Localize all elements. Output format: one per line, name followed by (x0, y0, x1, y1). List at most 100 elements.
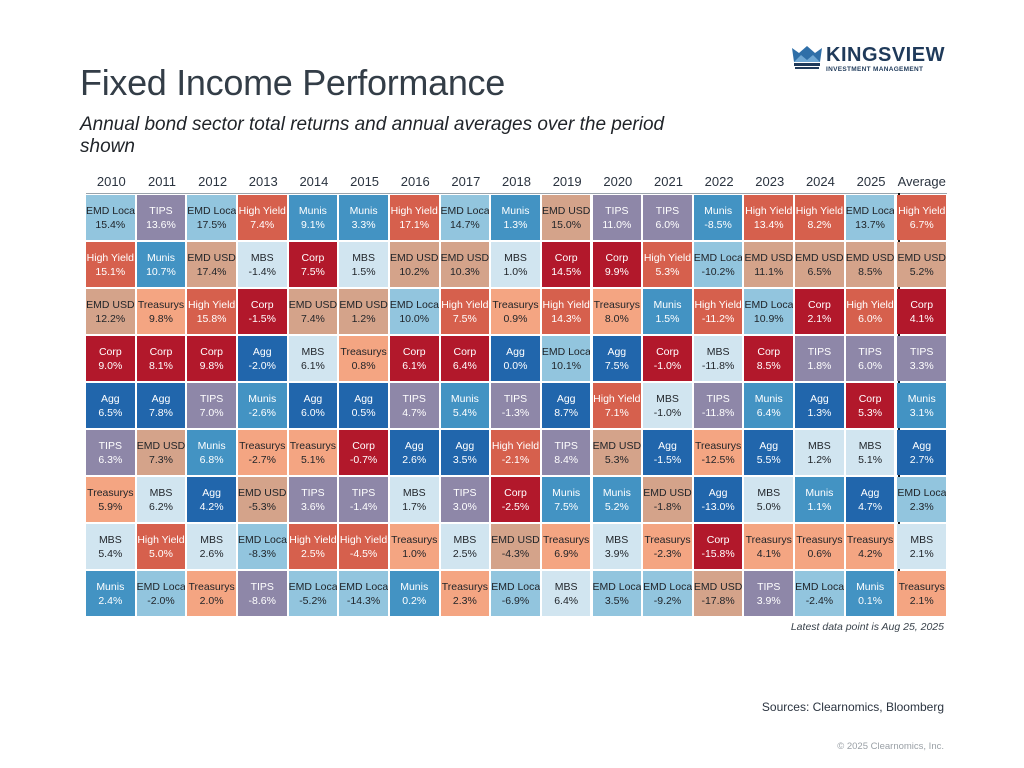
return-value: 8.7% (554, 407, 579, 419)
sector-label: High Yield (491, 440, 540, 452)
sector-label: Treasurys (644, 534, 691, 546)
sector-label: EMD Local (693, 252, 743, 264)
column-header-2018: 2018 (502, 174, 531, 189)
return-value: 7.5% (452, 313, 477, 325)
return-cell: Treasurys -2.3% (643, 524, 692, 569)
sector-label: MBS (504, 252, 527, 264)
return-value: 9.0% (98, 360, 123, 372)
return-value: 6.0% (858, 360, 883, 372)
return-cell: EMD USD 10.3% (440, 242, 490, 287)
sector-label: EMD Local (491, 581, 540, 593)
return-cell: TIPS 4.7% (389, 383, 439, 428)
return-value: 6.8% (199, 454, 224, 466)
return-cell: Corp -1.0% (643, 336, 692, 381)
return-value: 3.6% (300, 501, 325, 513)
sector-label: Corp (656, 346, 679, 358)
sector-label: Munis (704, 205, 733, 217)
return-cell: EMD USD 10.2% (389, 242, 439, 287)
return-cell: Corp 5.3% (845, 383, 895, 428)
return-value: 5.0% (756, 501, 781, 513)
page-title: Fixed Income Performance (80, 62, 505, 103)
column-header-2014: 2014 (299, 174, 329, 189)
return-value: -13.0% (701, 501, 735, 513)
return-cell: EMD Local -14.3% (339, 571, 388, 616)
sector-label: TIPS (807, 346, 832, 358)
return-cell: MBS 5.0% (744, 477, 794, 522)
header-rule (86, 193, 947, 194)
sector-label: Treasurys (137, 299, 185, 311)
return-value: 6.1% (402, 360, 427, 372)
column-header-2025: 2025 (856, 174, 886, 189)
sector-label: Corp (706, 534, 730, 546)
return-cell: MBS 5.4% (86, 524, 135, 569)
return-cell: MBS 2.6% (187, 524, 236, 569)
return-cell: Munis 6.8% (187, 430, 236, 475)
return-value: -1.8% (653, 501, 682, 513)
sector-label: MBS (910, 534, 934, 546)
return-value: 5.3% (604, 454, 629, 466)
sector-label: High Yield (187, 299, 236, 311)
return-value: -1.3% (501, 407, 530, 419)
return-cell: Treasurys 5.1% (288, 430, 338, 475)
return-cell: EMD USD 7.3% (136, 430, 186, 475)
return-cell: EMD USD 8.5% (845, 242, 895, 287)
return-cell: TIPS 7.0% (187, 383, 236, 428)
return-value: -8.3% (248, 548, 276, 560)
sector-label: MBS (706, 346, 730, 358)
return-value: 9.9% (604, 266, 629, 278)
sector-label: Munis (248, 393, 277, 405)
return-cell: High Yield 15.1% (86, 242, 135, 287)
sector-label: Munis (400, 581, 429, 593)
return-cell: High Yield 8.2% (795, 195, 844, 240)
return-cell: Munis 9.1% (288, 195, 338, 240)
return-value: 0.1% (858, 595, 883, 607)
sector-label: TIPS (402, 393, 426, 405)
column-header-2016: 2016 (400, 174, 430, 189)
sector-label: Agg (354, 393, 373, 405)
sector-label: Corp (858, 393, 882, 405)
sector-label: MBS (149, 487, 173, 499)
return-value: 7.1% (604, 407, 629, 419)
return-cell: EMD Local 10.0% (389, 289, 439, 334)
return-cell: TIPS 3.0% (440, 477, 490, 522)
return-cell: Agg 3.5% (440, 430, 490, 475)
return-cell: Corp -2.5% (491, 477, 540, 522)
sector-label: Treasurys (441, 581, 489, 593)
sector-label: TIPS (149, 205, 173, 217)
sector-label: TIPS (554, 440, 578, 452)
return-cell: MBS 2.5% (440, 524, 490, 569)
sector-label: High Yield (846, 299, 894, 311)
return-cell: Treasurys 0.6% (795, 524, 844, 569)
return-cell: Agg 5.5% (744, 430, 794, 475)
sector-label: Treasurys (239, 440, 286, 452)
return-value: 1.1% (807, 501, 832, 513)
return-value: 3.3% (351, 219, 376, 231)
return-value: -2.3% (653, 548, 682, 560)
return-value: -12.5% (701, 454, 735, 466)
sector-label: TIPS (858, 346, 882, 358)
sector-label: Agg (556, 393, 576, 405)
sector-label: High Yield (339, 534, 388, 546)
return-cell: Corp 14.5% (541, 242, 591, 287)
return-value: 11.0% (602, 219, 632, 231)
return-cell: Treasurys 0.9% (491, 289, 540, 334)
return-value: 2.6% (402, 454, 427, 466)
return-value: 0.5% (351, 407, 376, 419)
return-value: -1.4% (349, 501, 378, 513)
return-value: 4.1% (756, 548, 781, 560)
sector-label: MBS (656, 393, 679, 405)
sector-label: EMD Local (86, 205, 135, 217)
sector-label: Corp (757, 346, 781, 358)
return-value: 3.5% (452, 454, 477, 466)
sector-label: Treasurys (87, 487, 134, 499)
sector-label: Corp (149, 346, 173, 358)
return-value: -6.9% (501, 595, 530, 607)
sector-label: Munis (146, 252, 175, 264)
sector-label: High Yield (898, 205, 946, 217)
return-cell: TIPS -11.8% (693, 383, 743, 428)
sector-label: MBS (757, 487, 781, 499)
sector-label: Munis (349, 205, 378, 217)
sector-label: EMD USD (744, 252, 793, 264)
return-cell: Munis 5.2% (592, 477, 642, 522)
return-value: -2.0% (248, 360, 276, 372)
